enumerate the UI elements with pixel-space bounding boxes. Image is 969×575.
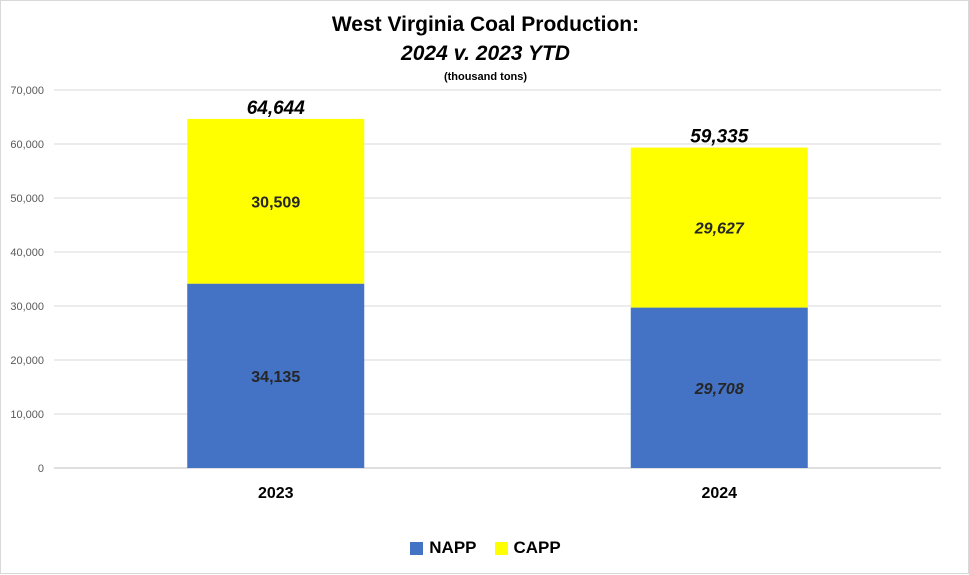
total-label-2023: 64,644 xyxy=(247,98,306,119)
data-label-capp-2023: 30,509 xyxy=(251,194,300,211)
y-tick-label: 20,000 xyxy=(10,355,44,367)
chart-title: West Virginia Coal Production: xyxy=(331,13,640,36)
chart-subtitle: 2024 v. 2023 YTD xyxy=(401,42,570,65)
legend: NAPP CAPP xyxy=(1,538,969,558)
legend-swatch-capp xyxy=(494,541,508,555)
bar-napp-2024 xyxy=(630,307,808,468)
y-tick-label: 60,000 xyxy=(10,139,44,151)
legend-label-capp: CAPP xyxy=(513,538,561,557)
x-tick-label-2024: 2024 xyxy=(701,485,737,502)
bar-capp-2024 xyxy=(630,147,808,308)
data-label-capp-2024: 29,627 xyxy=(694,221,745,238)
x-tick-label-2023: 2023 xyxy=(258,485,294,502)
legend-label-napp: NAPP xyxy=(429,538,477,557)
bar-capp-2023 xyxy=(187,118,365,284)
legend-item-capp: CAPP xyxy=(494,538,561,558)
data-label-napp-2024: 29,708 xyxy=(694,381,744,398)
y-tick-label: 70,000 xyxy=(10,85,44,97)
legend-swatch-napp xyxy=(410,541,424,555)
total-label-2024: 59,335 xyxy=(690,127,749,148)
y-tick-label: 50,000 xyxy=(10,193,44,205)
y-tick-label: 10,000 xyxy=(10,409,44,421)
legend-item-napp: NAPP xyxy=(410,538,477,558)
data-label-napp-2023: 34,135 xyxy=(251,369,300,386)
y-tick-label: 30,000 xyxy=(10,301,44,313)
y-tick-label: 40,000 xyxy=(10,247,44,259)
y-tick-label: 0 xyxy=(38,463,44,475)
chart-units-note: (thousand tons) xyxy=(443,71,528,83)
bar-napp-2023 xyxy=(187,283,365,468)
